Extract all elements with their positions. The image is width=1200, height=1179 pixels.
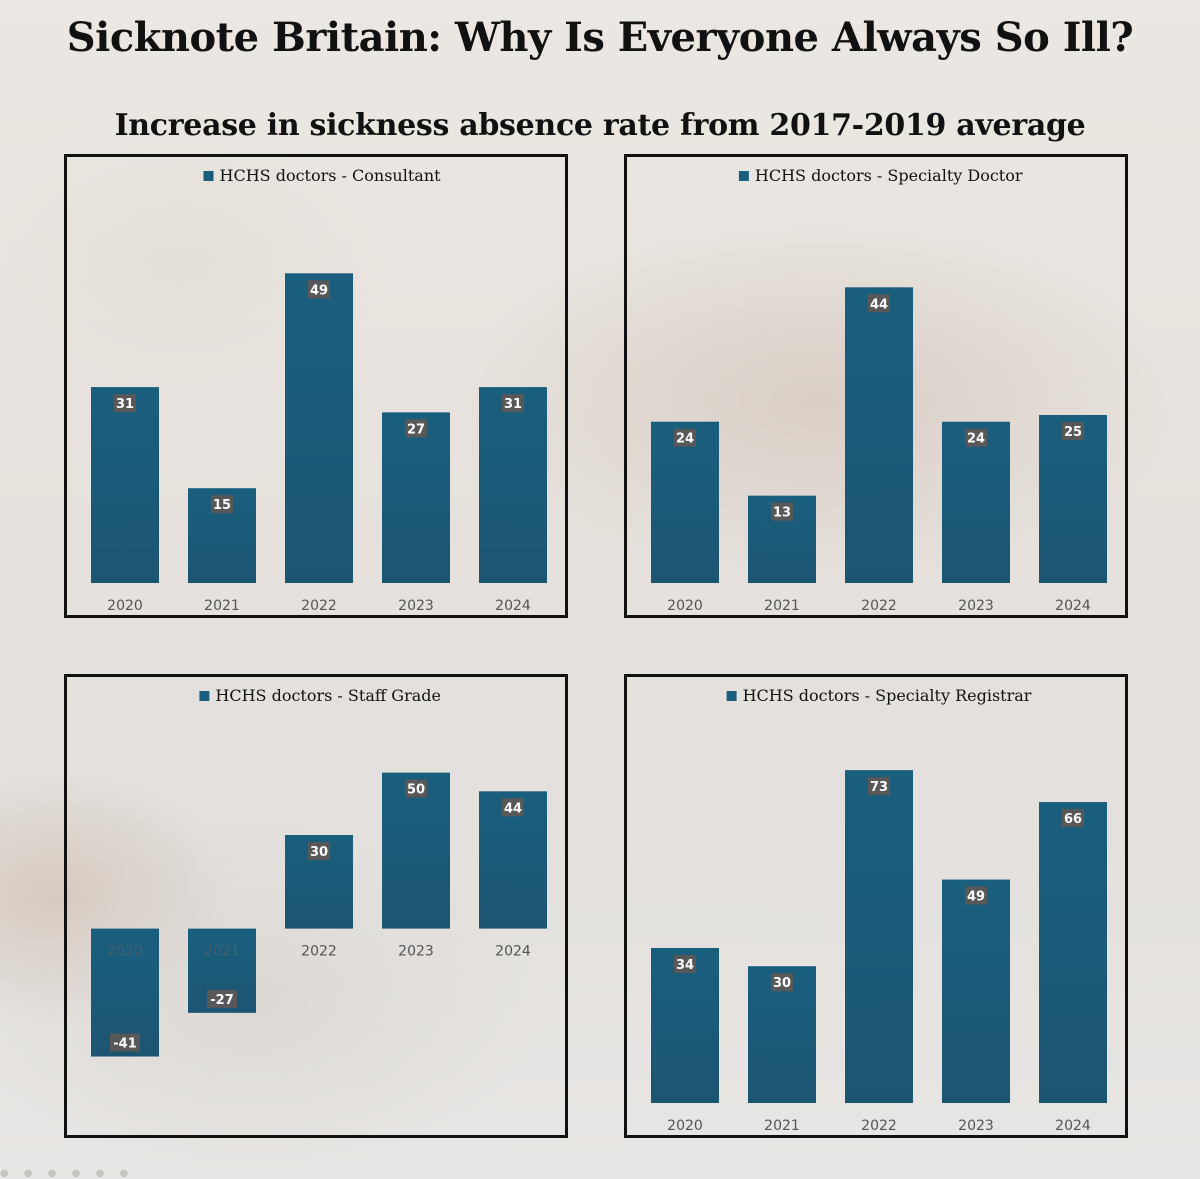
legend-label: HCHS doctors - Specialty Registrar <box>743 686 1032 705</box>
chart-panel-specialty-registrar: HCHS doctors - Specialty Registrar 34 2020… <box>624 674 1128 1138</box>
data-label-bg <box>405 779 427 798</box>
data-label: 24 <box>676 432 694 447</box>
data-label: 73 <box>870 780 888 795</box>
data-label-bg <box>1062 809 1084 828</box>
tick-label: 2021 <box>204 598 240 614</box>
bar-2023 <box>382 412 450 583</box>
data-label: 31 <box>504 397 522 412</box>
tick-label: 2024 <box>1055 598 1091 614</box>
tick-label: 2022 <box>301 944 337 960</box>
data-label: 44 <box>870 297 888 312</box>
data-label-bg <box>308 842 330 860</box>
data-label-bg <box>308 280 330 299</box>
legend-label: HCHS doctors - Consultant <box>220 166 442 185</box>
tick-label: 2024 <box>495 598 531 614</box>
tick-label: 2022 <box>861 1118 897 1134</box>
data-label: 15 <box>213 498 231 513</box>
chart-svg: HCHS doctors - Specialty Registrar 34 2020… <box>651 686 1107 1134</box>
legend-swatch <box>738 171 749 181</box>
tick-label: 2020 <box>667 1118 703 1134</box>
chart-panel-staff-grade: HCHS doctors - Staff Grade -41 2020 -27 2021… <box>64 674 568 1138</box>
chart-panel-consultant: HCHS doctors - Consultant 31 2020 15 2021 49 2… <box>64 154 568 618</box>
bar-2024 <box>1039 802 1107 1103</box>
data-label: 50 <box>407 783 425 798</box>
data-label: 66 <box>1064 812 1082 827</box>
chart-subtitle: Increase in sickness absence rate from 2… <box>114 108 1086 143</box>
data-label-bg <box>771 973 793 992</box>
bar-2022 <box>845 770 913 1103</box>
data-label: -41 <box>113 1037 137 1052</box>
legend-swatch <box>199 691 210 701</box>
tick-label: 2021 <box>764 1118 800 1134</box>
bar-2023 <box>382 772 450 929</box>
bar-2020 <box>91 387 159 583</box>
chart-svg: HCHS doctors - Staff Grade -41 2020 -27 2021… <box>91 686 547 1057</box>
bar-2022 <box>845 287 913 583</box>
data-label-bg <box>965 428 987 447</box>
chart-legend: HCHS doctors - Specialty Registrar <box>726 686 1032 705</box>
data-label: -27 <box>210 993 234 1008</box>
bar-2022 <box>285 273 353 583</box>
chart-svg: HCHS doctors - Specialty Doctor 24 2020 13 2… <box>651 166 1107 614</box>
data-label: 13 <box>773 506 791 521</box>
data-label: 30 <box>773 976 791 991</box>
legend-label: HCHS doctors - Specialty Doctor <box>755 166 1023 185</box>
data-label: 25 <box>1064 425 1082 440</box>
data-label: 31 <box>116 397 134 412</box>
bar-2023 <box>942 421 1010 583</box>
bar-2023 <box>942 879 1010 1103</box>
bar-2020 <box>651 421 719 583</box>
tick-label: 2021 <box>764 598 800 614</box>
main-title: Sicknote Britain: Why Is Everyone Always… <box>66 14 1134 61</box>
legend-label: HCHS doctors - Staff Grade <box>215 686 441 705</box>
tick-label: 2023 <box>958 1118 994 1134</box>
bar-2024 <box>1039 415 1107 583</box>
chart-legend: HCHS doctors - Specialty Doctor <box>738 166 1023 185</box>
chart-legend: HCHS doctors - Consultant <box>203 166 442 185</box>
data-label-bg <box>965 886 987 905</box>
decorative-dots: ● ● ● ● ● ● <box>0 1168 135 1179</box>
data-label-bg <box>868 777 890 796</box>
data-label-bg <box>211 495 233 514</box>
data-label-bg <box>868 294 890 313</box>
tick-label: 2022 <box>861 598 897 614</box>
tick-label: 2023 <box>398 598 434 614</box>
data-label-bg <box>114 394 136 413</box>
bar-2020 <box>651 947 719 1103</box>
data-label-bg <box>674 954 696 973</box>
data-label-bg <box>502 394 524 413</box>
legend-swatch <box>726 691 737 701</box>
data-label-bg <box>207 989 237 1008</box>
tick-label: 2024 <box>495 944 531 960</box>
chart-svg: HCHS doctors - Consultant 31 2020 15 2021 49 2… <box>91 166 547 614</box>
tick-label: 2020 <box>667 598 703 614</box>
tick-label: 2021 <box>204 944 240 960</box>
tick-label: 2020 <box>107 944 143 960</box>
data-label: 24 <box>967 432 985 447</box>
data-label: 49 <box>310 283 328 298</box>
data-label-bg <box>771 502 793 521</box>
data-label-bg <box>502 798 524 817</box>
data-label-bg <box>1062 422 1084 440</box>
data-label: 44 <box>504 801 522 816</box>
chart-panel-specialty-doctor: HCHS doctors - Specialty Doctor 24 2020 13 2… <box>624 154 1128 618</box>
data-label: 27 <box>407 422 425 437</box>
chart-legend: HCHS doctors - Staff Grade <box>199 686 441 705</box>
tick-label: 2023 <box>958 598 994 614</box>
data-label-bg <box>674 428 696 447</box>
data-label: 49 <box>967 890 985 905</box>
legend-swatch <box>203 171 214 181</box>
tick-label: 2024 <box>1055 1118 1091 1134</box>
tick-label: 2022 <box>301 598 337 614</box>
tick-label: 2020 <box>107 598 143 614</box>
tick-label: 2023 <box>398 944 434 960</box>
data-label-bg <box>110 1033 140 1052</box>
data-label: 34 <box>676 958 694 973</box>
data-label-bg <box>405 419 427 438</box>
data-label: 30 <box>310 845 328 860</box>
bar-2024 <box>479 387 547 583</box>
